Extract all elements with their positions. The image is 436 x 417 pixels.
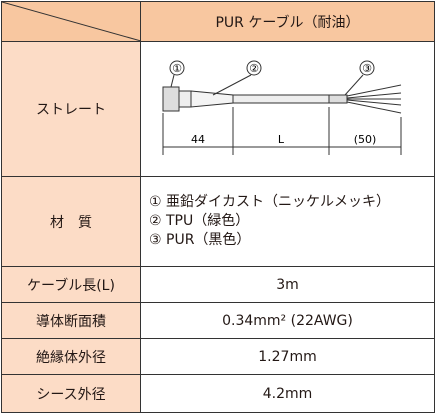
spec-row: シース外径 4.2mm: [1, 374, 435, 413]
header-title: PUR ケーブル（耐油）: [140, 1, 435, 42]
cable-drawing: ① ② ③ 44 L (50): [162, 60, 402, 155]
dimension: (50): [354, 133, 377, 146]
material-line: ② TPU（緑色）: [149, 213, 250, 229]
row-value: 1.27mm: [140, 338, 435, 375]
dimension: 44: [191, 133, 205, 146]
row-value: 3m: [140, 266, 435, 303]
dimension: L: [278, 133, 285, 146]
row-label: シース外径: [1, 374, 141, 413]
drawing-cell: ① ② ③ 44 L (50): [140, 41, 435, 177]
material-line: ① 亜鉛ダイカスト（ニッケルメッキ）: [149, 194, 390, 210]
spec-row: 導体断面積 0.34mm² (22AWG): [1, 302, 435, 339]
spec-row: ケーブル長(L) 3m: [1, 266, 435, 303]
callout: ③: [362, 62, 372, 75]
row-label: 絶縁体外径: [1, 338, 141, 375]
callout: ①: [172, 62, 182, 75]
row-value: 0.34mm² (22AWG): [140, 302, 435, 339]
corner-cell: [1, 1, 141, 42]
material-cell: ① 亜鉛ダイカスト（ニッケルメッキ） ② TPU（緑色） ③ PUR（黒色）: [140, 176, 435, 267]
spec-row: 絶縁体外径 1.27mm: [1, 338, 435, 375]
row-label: ストレート: [1, 41, 141, 177]
row-label: ケーブル長(L): [1, 266, 141, 303]
spec-rows: ケーブル長(L) 3m 導体断面積 0.34mm² (22AWG) 絶縁体外径 1.27m…: [1, 266, 435, 413]
row-label: 導体断面積: [1, 302, 141, 339]
row-label: 材 質: [1, 176, 141, 267]
material-line: ③ PUR（黒色）: [149, 232, 251, 248]
callout: ②: [249, 62, 259, 75]
diagonal: [2, 2, 141, 41]
row-value: 4.2mm: [140, 374, 435, 413]
